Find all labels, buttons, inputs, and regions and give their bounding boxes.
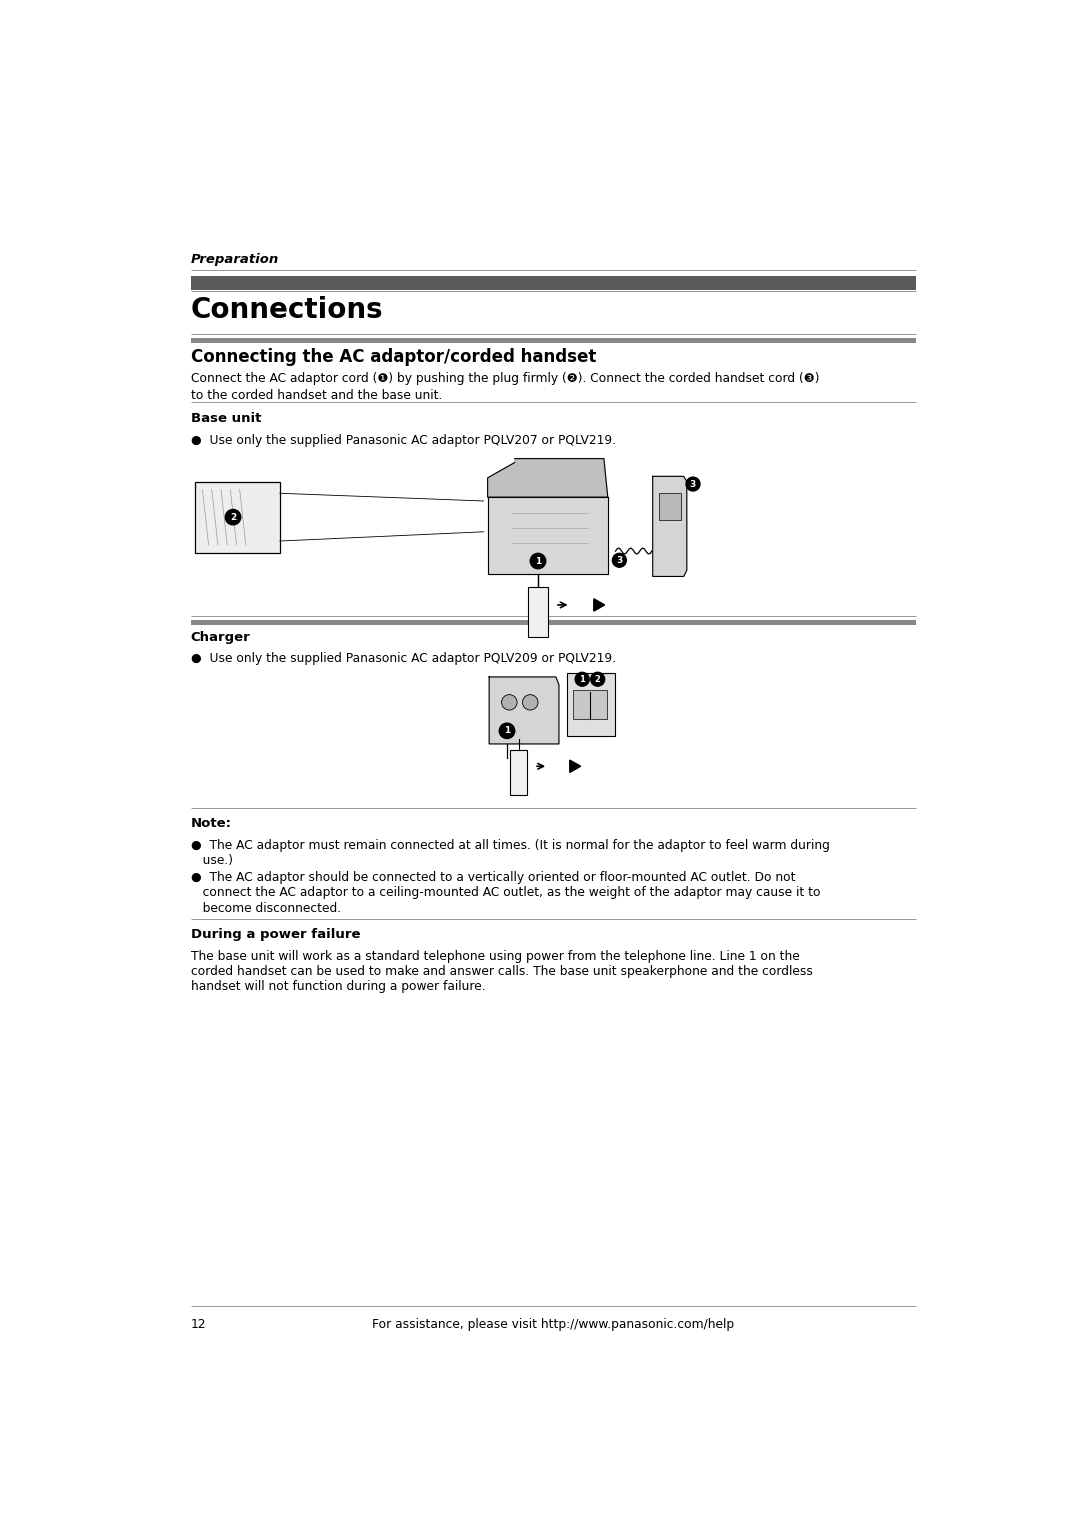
Text: Preparation: Preparation bbox=[191, 252, 279, 266]
Circle shape bbox=[576, 672, 590, 686]
Text: 12: 12 bbox=[191, 1317, 206, 1331]
Text: to the corded handset and the base unit.: to the corded handset and the base unit. bbox=[191, 390, 442, 402]
Polygon shape bbox=[489, 677, 559, 744]
Text: ●  Use only the supplied Panasonic AC adaptor PQLV207 or PQLV219.: ● Use only the supplied Panasonic AC ada… bbox=[191, 434, 616, 448]
Text: 2: 2 bbox=[595, 675, 600, 683]
Text: handset will not function during a power failure.: handset will not function during a power… bbox=[191, 981, 485, 993]
Bar bbox=[191, 619, 916, 625]
Text: 3: 3 bbox=[690, 480, 697, 489]
Text: 1: 1 bbox=[535, 556, 541, 565]
Text: 1: 1 bbox=[579, 675, 585, 683]
Text: Base unit: Base unit bbox=[191, 413, 261, 425]
Circle shape bbox=[591, 672, 605, 686]
Polygon shape bbox=[594, 599, 605, 611]
Text: ●  The AC adaptor must remain connected at all times. (It is normal for the adap: ● The AC adaptor must remain connected a… bbox=[191, 839, 829, 851]
Bar bbox=[191, 338, 916, 344]
Circle shape bbox=[612, 553, 626, 567]
Text: become disconnected.: become disconnected. bbox=[191, 902, 341, 915]
Text: 2: 2 bbox=[230, 513, 237, 521]
Text: During a power failure: During a power failure bbox=[191, 927, 361, 941]
Circle shape bbox=[686, 477, 700, 490]
Text: Charger: Charger bbox=[191, 631, 251, 643]
Polygon shape bbox=[488, 497, 608, 575]
Text: Connect the AC adaptor cord (❶) by pushing the plug firmly (❷). Connect the cord: Connect the AC adaptor cord (❶) by pushi… bbox=[191, 373, 820, 385]
Bar bbox=[191, 275, 916, 290]
Text: The base unit will work as a standard telephone using power from the telephone l: The base unit will work as a standard te… bbox=[191, 949, 799, 963]
Text: Connecting the AC adaptor/corded handset: Connecting the AC adaptor/corded handset bbox=[191, 348, 596, 365]
Circle shape bbox=[501, 695, 517, 711]
Polygon shape bbox=[652, 477, 687, 576]
Text: 3: 3 bbox=[617, 556, 622, 565]
Text: ●  Use only the supplied Panasonic AC adaptor PQLV209 or PQLV219.: ● Use only the supplied Panasonic AC ada… bbox=[191, 652, 616, 665]
Text: use.): use.) bbox=[191, 854, 233, 866]
Bar bbox=[528, 587, 548, 637]
Circle shape bbox=[523, 695, 538, 711]
Circle shape bbox=[530, 553, 545, 568]
Bar bbox=[567, 672, 615, 736]
Bar bbox=[510, 750, 527, 795]
Text: connect the AC adaptor to a ceiling-mounted AC outlet, as the weight of the adap: connect the AC adaptor to a ceiling-moun… bbox=[191, 886, 821, 900]
Text: Connections: Connections bbox=[191, 296, 383, 324]
Text: ●  The AC adaptor should be connected to a vertically oriented or floor-mounted : ● The AC adaptor should be connected to … bbox=[191, 871, 795, 885]
Bar bbox=[572, 691, 607, 720]
Bar bbox=[194, 481, 280, 553]
Circle shape bbox=[226, 509, 241, 524]
Polygon shape bbox=[570, 759, 581, 773]
Text: For assistance, please visit http://www.panasonic.com/help: For assistance, please visit http://www.… bbox=[373, 1317, 734, 1331]
Polygon shape bbox=[488, 458, 608, 497]
Text: corded handset can be used to make and answer calls. The base unit speakerphone : corded handset can be used to make and a… bbox=[191, 964, 812, 978]
Bar bbox=[659, 494, 680, 520]
Text: 1: 1 bbox=[504, 726, 510, 735]
Text: Note:: Note: bbox=[191, 817, 232, 830]
Circle shape bbox=[499, 723, 515, 738]
